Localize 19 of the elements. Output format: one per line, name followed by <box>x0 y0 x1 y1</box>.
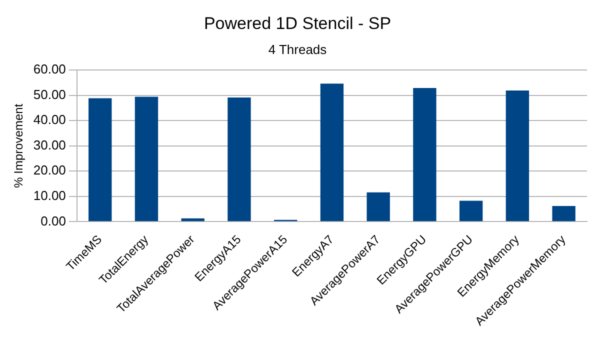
y-tick-label: 50.00 <box>33 86 66 102</box>
bar <box>552 206 576 222</box>
bar <box>413 88 436 222</box>
bar <box>134 96 158 222</box>
y-tick-label: 30.00 <box>33 137 66 152</box>
bar <box>88 98 112 222</box>
y-tick-label: 40.00 <box>33 112 66 128</box>
y-tick-label: 20.00 <box>33 162 66 178</box>
y-axis-title: % Improvement <box>12 103 26 188</box>
bar <box>459 200 483 222</box>
y-tick-label: 60.00 <box>33 62 66 77</box>
y-tick-label: 0.00 <box>40 213 66 228</box>
bar <box>228 98 251 222</box>
y-tick-label: 10.00 <box>33 188 66 203</box>
bar <box>366 192 390 222</box>
bar <box>320 84 344 222</box>
bar <box>506 90 530 222</box>
chart-subtitle: 4 Threads <box>268 42 328 57</box>
chart-title: Powered 1D Stencil - SP <box>204 14 392 33</box>
